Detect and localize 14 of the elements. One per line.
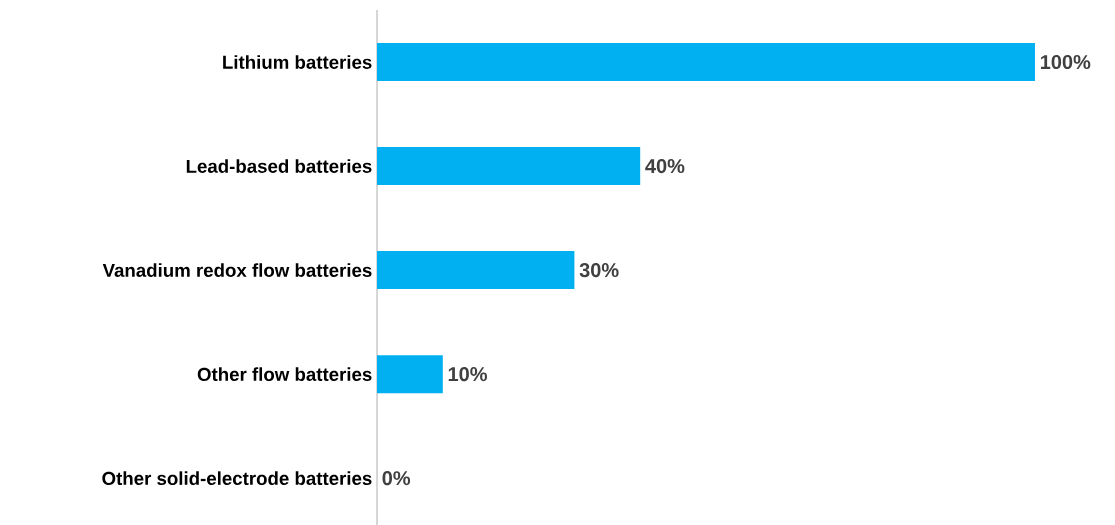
y-tick-label: Other flow batteries (197, 367, 372, 381)
bar (377, 355, 443, 394)
data-label: 0% (382, 471, 411, 486)
data-label: 30% (579, 263, 619, 278)
data-label: 100% (1040, 54, 1091, 70)
bar (377, 251, 575, 290)
bar (377, 43, 1035, 82)
y-tick-label: Lead-based batteries (186, 159, 372, 173)
data-label: 40% (645, 158, 685, 174)
y-tick-label: Vanadium redox flow batteries (102, 263, 372, 277)
y-tick-label: Other solid-electrode batteries (102, 471, 372, 486)
bar (377, 147, 641, 186)
y-tick-label: Lithium batteries (223, 55, 372, 69)
data-label: 10% (448, 367, 487, 382)
